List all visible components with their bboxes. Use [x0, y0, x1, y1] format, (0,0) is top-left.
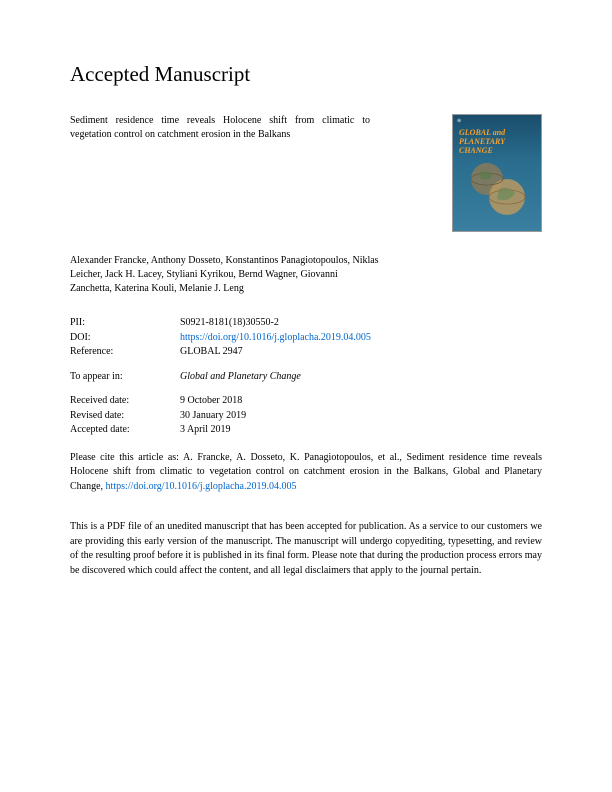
doi-value: https://doi.org/10.1016/j.gloplacha.2019…: [180, 331, 542, 345]
reference-label: Reference:: [70, 345, 180, 359]
cover-publisher-mark: ⊕: [457, 119, 461, 126]
disclaimer-text: This is a PDF file of an unedited manusc…: [70, 520, 542, 578]
meta-row-revised: Revised date: 30 January 2019: [70, 409, 542, 423]
reference-value: GLOBAL 2947: [180, 345, 542, 359]
appear-label: To appear in:: [70, 370, 180, 384]
received-value: 9 October 2018: [180, 394, 542, 408]
cover-journal-title: GLOBAL and PLANETARY CHANGE: [459, 129, 505, 155]
meta-row-appear: To appear in: Global and Planetary Chang…: [70, 370, 542, 384]
cover-line-1: GLOBAL and: [459, 128, 505, 137]
revised-value: 30 January 2019: [180, 409, 542, 423]
doi-link[interactable]: https://doi.org/10.1016/j.gloplacha.2019…: [180, 332, 371, 343]
citation-link[interactable]: https://doi.org/10.1016/j.gloplacha.2019…: [106, 481, 297, 492]
revised-label: Revised date:: [70, 409, 180, 423]
appear-value: Global and Planetary Change: [180, 370, 542, 384]
cover-line-2: PLANETARY: [459, 137, 505, 146]
received-label: Received date:: [70, 394, 180, 408]
title-cover-row: Sediment residence time reveals Holocene…: [70, 114, 542, 232]
meta-row-pii: PII: S0921-8181(18)30550-2: [70, 316, 542, 330]
pii-value: S0921-8181(18)30550-2: [180, 316, 542, 330]
accepted-value: 3 April 2019: [180, 423, 542, 437]
metadata-table: PII: S0921-8181(18)30550-2 DOI: https://…: [70, 316, 542, 437]
meta-row-reference: Reference: GLOBAL 2947: [70, 345, 542, 359]
accepted-manuscript-heading: Accepted Manuscript: [70, 60, 542, 88]
pii-label: PII:: [70, 316, 180, 330]
cover-line-3: CHANGE: [459, 146, 493, 155]
authors-list: Alexander Francke, Anthony Dosseto, Kons…: [70, 254, 380, 296]
meta-row-received: Received date: 9 October 2018: [70, 394, 542, 408]
citation-block: Please cite this article as: A. Francke,…: [70, 451, 542, 495]
cover-globe-icon: [467, 159, 529, 221]
accepted-label: Accepted date:: [70, 423, 180, 437]
meta-row-accepted: Accepted date: 3 April 2019: [70, 423, 542, 437]
article-title: Sediment residence time reveals Holocene…: [70, 114, 370, 142]
meta-row-doi: DOI: https://doi.org/10.1016/j.gloplacha…: [70, 331, 542, 345]
journal-cover: ⊕ GLOBAL and PLANETARY CHANGE: [452, 114, 542, 232]
doi-label: DOI:: [70, 331, 180, 345]
